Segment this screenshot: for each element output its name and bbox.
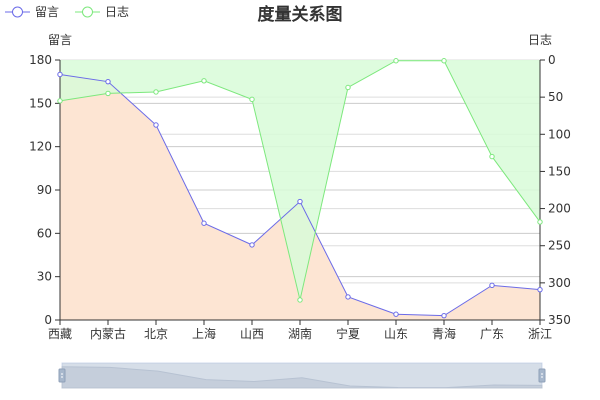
- x-tick-label: 湖南: [288, 326, 312, 341]
- y-left-tick-label: 90: [37, 183, 52, 197]
- y-left-tick-label: 120: [29, 140, 52, 154]
- data-point-1[interactable]: [297, 198, 303, 205]
- y-right-tick-label: 350: [548, 313, 571, 327]
- data-point-2[interactable]: [105, 90, 111, 97]
- data-point-1[interactable]: [489, 282, 495, 289]
- data-point-2[interactable]: [57, 98, 63, 104]
- data-point-2[interactable]: [441, 58, 447, 64]
- data-point-2[interactable]: [489, 153, 495, 160]
- data-zoom-preview: [61, 366, 543, 389]
- x-tick-label: 青海: [432, 326, 456, 341]
- y-left-tick-label: 150: [29, 96, 52, 110]
- legend-circle-icon: [12, 6, 23, 18]
- data-point-2[interactable]: [249, 96, 255, 103]
- x-tick-label: 山东: [384, 327, 408, 341]
- series-area-2: [60, 60, 540, 300]
- y-right-tick-label: 250: [548, 239, 571, 253]
- data-point-1[interactable]: [105, 78, 111, 85]
- data-point-2[interactable]: [297, 297, 303, 303]
- chart-title: 度量关系图: [258, 4, 343, 25]
- y-right-tick-label: 200: [548, 202, 571, 216]
- series-areas: [60, 60, 540, 320]
- data-zoom-handle-right[interactable]: [538, 368, 546, 383]
- legend-label: 留言: [35, 5, 59, 19]
- data-point-1[interactable]: [201, 220, 207, 226]
- data-point-1[interactable]: [57, 71, 63, 78]
- data-point-2[interactable]: [537, 219, 543, 225]
- data-zoom-selection[interactable]: [62, 363, 542, 388]
- legend-circle-icon: [82, 6, 93, 18]
- legend-item-1[interactable]: 留言: [5, 5, 59, 19]
- data-point-1[interactable]: [153, 122, 159, 128]
- y-right-tick-label: 300: [548, 276, 571, 290]
- x-tick-label: 北京: [144, 327, 168, 341]
- y-left-tick-label: 30: [37, 270, 52, 284]
- data-point-1[interactable]: [537, 286, 543, 293]
- x-tick-label: 宁夏: [336, 326, 360, 341]
- y-right-tick-label: 50: [548, 90, 563, 104]
- data-point-2[interactable]: [153, 89, 159, 95]
- series-points[interactable]: [57, 58, 543, 319]
- data-point-1[interactable]: [393, 311, 399, 317]
- y-left-tick-label: 0: [44, 313, 52, 327]
- y-left-tick-label: 180: [29, 53, 52, 67]
- data-point-2[interactable]: [345, 84, 351, 91]
- y-right-tick-label: 100: [548, 127, 571, 141]
- data-zoom-slider[interactable]: [58, 362, 546, 389]
- y-left-axis-label: 留言: [48, 33, 72, 47]
- y-right-tick-label: 150: [548, 164, 571, 178]
- x-tick-label: 上海: [192, 326, 216, 341]
- data-zoom-handle-left[interactable]: [58, 368, 66, 383]
- axes: 0 30 60 90 120 150 180 0 50 100 150 200 250 300 350 西藏 内…: [29, 53, 571, 341]
- data-point-1[interactable]: [441, 312, 447, 319]
- data-point-1[interactable]: [345, 294, 351, 300]
- legend-label: 日志: [105, 5, 129, 19]
- x-tick-label: 浙江: [528, 327, 552, 341]
- x-tick-label: 内蒙古: [90, 326, 126, 341]
- x-tick-label: 广东: [480, 327, 504, 341]
- series-area-1: [60, 74, 540, 320]
- legend-item-2[interactable]: 日志: [75, 5, 129, 19]
- legend[interactable]: 留言 日志: [5, 5, 129, 19]
- y-right-tick-label: 0: [548, 53, 556, 67]
- y-right-axis-label: 日志: [528, 33, 552, 47]
- data-point-2[interactable]: [393, 58, 399, 64]
- grip-icon: [538, 368, 546, 383]
- grip-icon: [58, 368, 66, 383]
- data-point-2[interactable]: [201, 78, 207, 84]
- x-tick-label: 山西: [240, 327, 264, 341]
- y-left-tick-label: 60: [37, 226, 52, 240]
- data-point-1[interactable]: [249, 242, 255, 248]
- x-tick-label: 西藏: [48, 327, 72, 341]
